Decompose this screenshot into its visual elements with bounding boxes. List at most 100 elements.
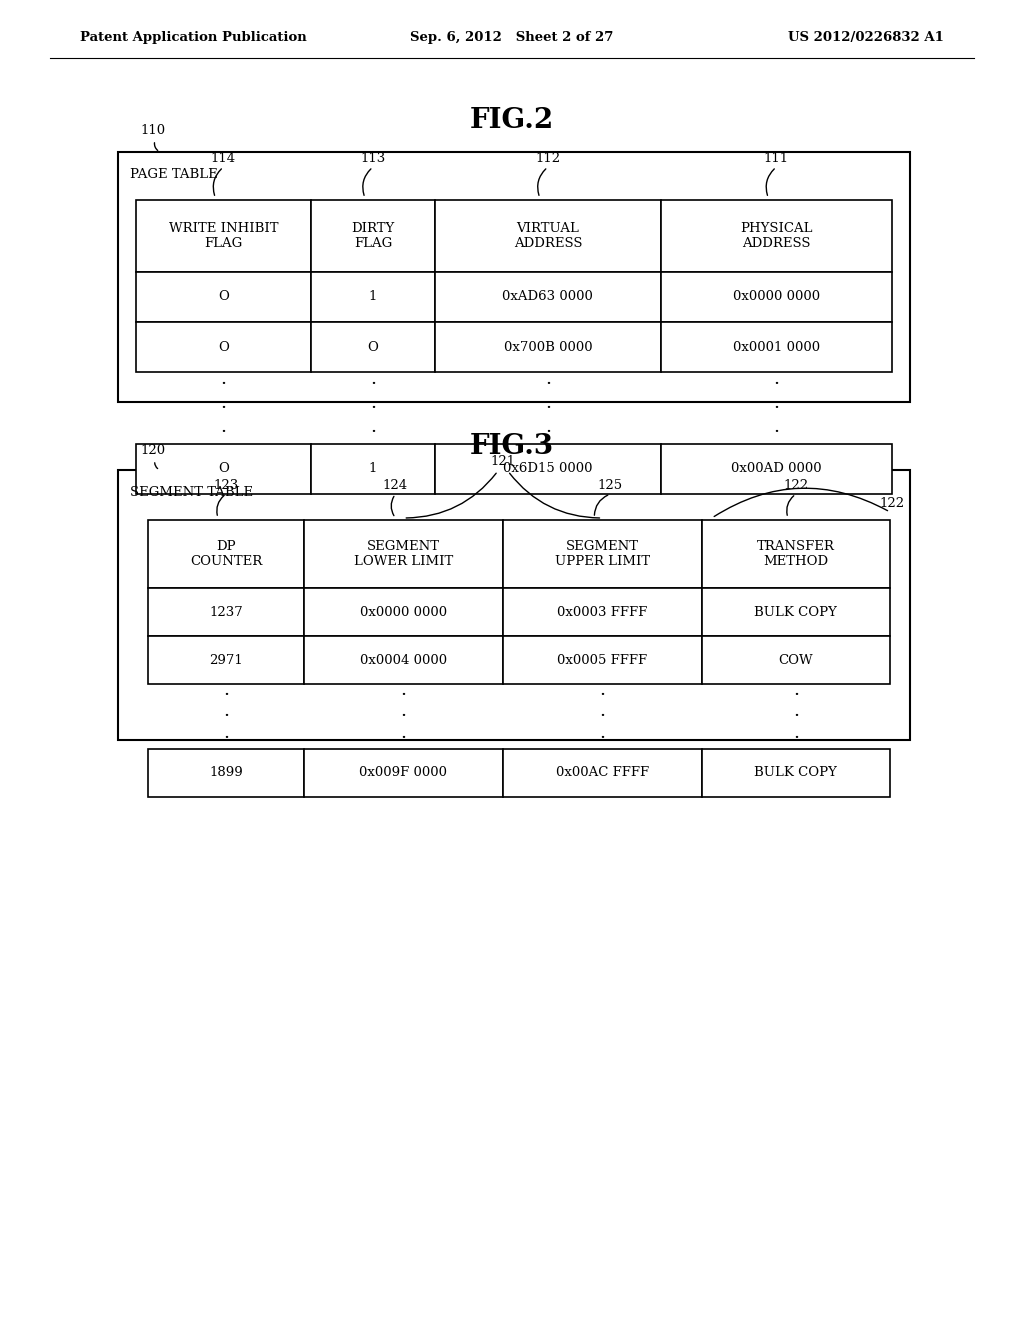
Text: 1: 1 — [369, 462, 377, 475]
Bar — [701, 587, 890, 636]
Text: 0x0003 FFFF: 0x0003 FFFF — [557, 606, 647, 619]
Bar — [304, 520, 503, 587]
Text: ·: · — [773, 422, 779, 441]
Bar — [148, 748, 304, 797]
Bar — [311, 201, 435, 272]
Text: 0x009F 0000: 0x009F 0000 — [359, 767, 447, 780]
Text: BULK COPY: BULK COPY — [755, 767, 838, 780]
Bar — [503, 748, 701, 797]
Text: ·: · — [793, 708, 799, 726]
Text: ·: · — [220, 399, 226, 417]
Bar — [701, 748, 890, 797]
Text: 0x0005 FFFF: 0x0005 FFFF — [557, 653, 647, 667]
Text: ·: · — [400, 686, 407, 704]
Text: 113: 113 — [360, 152, 386, 165]
Text: ·: · — [223, 686, 229, 704]
Bar — [304, 636, 503, 684]
Text: 1899: 1899 — [209, 767, 243, 780]
Text: COW: COW — [778, 653, 813, 667]
Text: WRITE INHIBIT
FLAG: WRITE INHIBIT FLAG — [169, 222, 279, 249]
Text: 124: 124 — [383, 479, 408, 492]
Text: ·: · — [599, 708, 605, 726]
Bar — [148, 520, 304, 587]
Bar — [148, 587, 304, 636]
Bar — [503, 520, 701, 587]
Text: TRANSFER
METHOD: TRANSFER METHOD — [757, 540, 835, 568]
Text: 112: 112 — [536, 152, 560, 165]
Text: BULK COPY: BULK COPY — [755, 606, 838, 619]
Bar — [701, 636, 890, 684]
Text: ·: · — [773, 399, 779, 417]
Text: O: O — [368, 341, 379, 354]
Text: 111: 111 — [764, 152, 788, 165]
Text: 122: 122 — [880, 498, 905, 510]
Text: ·: · — [370, 399, 376, 417]
Text: ·: · — [223, 708, 229, 726]
Bar — [435, 444, 660, 494]
Text: SEGMENT
UPPER LIMIT: SEGMENT UPPER LIMIT — [555, 540, 650, 568]
Bar — [148, 636, 304, 684]
Text: 2971: 2971 — [209, 653, 243, 667]
Text: ·: · — [545, 399, 551, 417]
Text: ·: · — [370, 375, 376, 393]
Text: O: O — [218, 341, 229, 354]
Text: 122: 122 — [783, 479, 809, 492]
Text: Sep. 6, 2012   Sheet 2 of 27: Sep. 6, 2012 Sheet 2 of 27 — [411, 30, 613, 44]
Text: 1: 1 — [369, 290, 377, 304]
Text: PHYSICAL
ADDRESS: PHYSICAL ADDRESS — [740, 222, 813, 249]
Text: VIRTUAL
ADDRESS: VIRTUAL ADDRESS — [514, 222, 582, 249]
Text: ·: · — [599, 686, 605, 704]
Text: ·: · — [793, 686, 799, 704]
Text: US 2012/0226832 A1: US 2012/0226832 A1 — [788, 30, 944, 44]
Text: 0x700B 0000: 0x700B 0000 — [504, 341, 592, 354]
Text: ·: · — [599, 729, 605, 747]
Text: ·: · — [223, 729, 229, 747]
Text: 0x0001 0000: 0x0001 0000 — [733, 341, 820, 354]
Bar — [136, 322, 311, 372]
Text: 114: 114 — [211, 152, 236, 165]
Text: ·: · — [793, 729, 799, 747]
Text: FIG.2: FIG.2 — [470, 107, 554, 133]
Text: 0x00AC FFFF: 0x00AC FFFF — [556, 767, 649, 780]
Bar — [311, 272, 435, 322]
Bar — [311, 444, 435, 494]
Text: 0x0000 0000: 0x0000 0000 — [359, 606, 446, 619]
Bar — [660, 322, 892, 372]
Text: ·: · — [545, 375, 551, 393]
Bar — [660, 201, 892, 272]
Bar — [503, 636, 701, 684]
Text: O: O — [218, 462, 229, 475]
Text: 0x00AD 0000: 0x00AD 0000 — [731, 462, 821, 475]
Text: ·: · — [370, 422, 376, 441]
Text: ·: · — [400, 708, 407, 726]
Text: ·: · — [545, 422, 551, 441]
Bar — [503, 587, 701, 636]
Bar — [136, 444, 311, 494]
Text: 110: 110 — [140, 124, 165, 137]
Text: 1237: 1237 — [209, 606, 243, 619]
Text: 120: 120 — [140, 444, 165, 457]
Text: ·: · — [220, 375, 226, 393]
Text: 0xAD63 0000: 0xAD63 0000 — [503, 290, 593, 304]
Bar — [136, 201, 311, 272]
Text: 123: 123 — [213, 479, 239, 492]
Text: DP
COUNTER: DP COUNTER — [189, 540, 262, 568]
Text: ·: · — [220, 422, 226, 441]
Text: O: O — [218, 290, 229, 304]
Bar — [304, 587, 503, 636]
Text: ·: · — [773, 375, 779, 393]
Text: SEGMENT TABLE: SEGMENT TABLE — [130, 486, 253, 499]
Text: 0x6D15 0000: 0x6D15 0000 — [503, 462, 593, 475]
Bar — [435, 322, 660, 372]
Text: ·: · — [400, 729, 407, 747]
Bar — [660, 272, 892, 322]
Text: DIRTY
FLAG: DIRTY FLAG — [351, 222, 394, 249]
Text: 0x0000 0000: 0x0000 0000 — [733, 290, 820, 304]
Text: 0x0004 0000: 0x0004 0000 — [359, 653, 446, 667]
Bar — [118, 470, 910, 741]
Bar — [311, 322, 435, 372]
Text: SEGMENT
LOWER LIMIT: SEGMENT LOWER LIMIT — [353, 540, 453, 568]
Bar — [304, 748, 503, 797]
Text: Patent Application Publication: Patent Application Publication — [80, 30, 307, 44]
Text: 121: 121 — [490, 455, 515, 469]
